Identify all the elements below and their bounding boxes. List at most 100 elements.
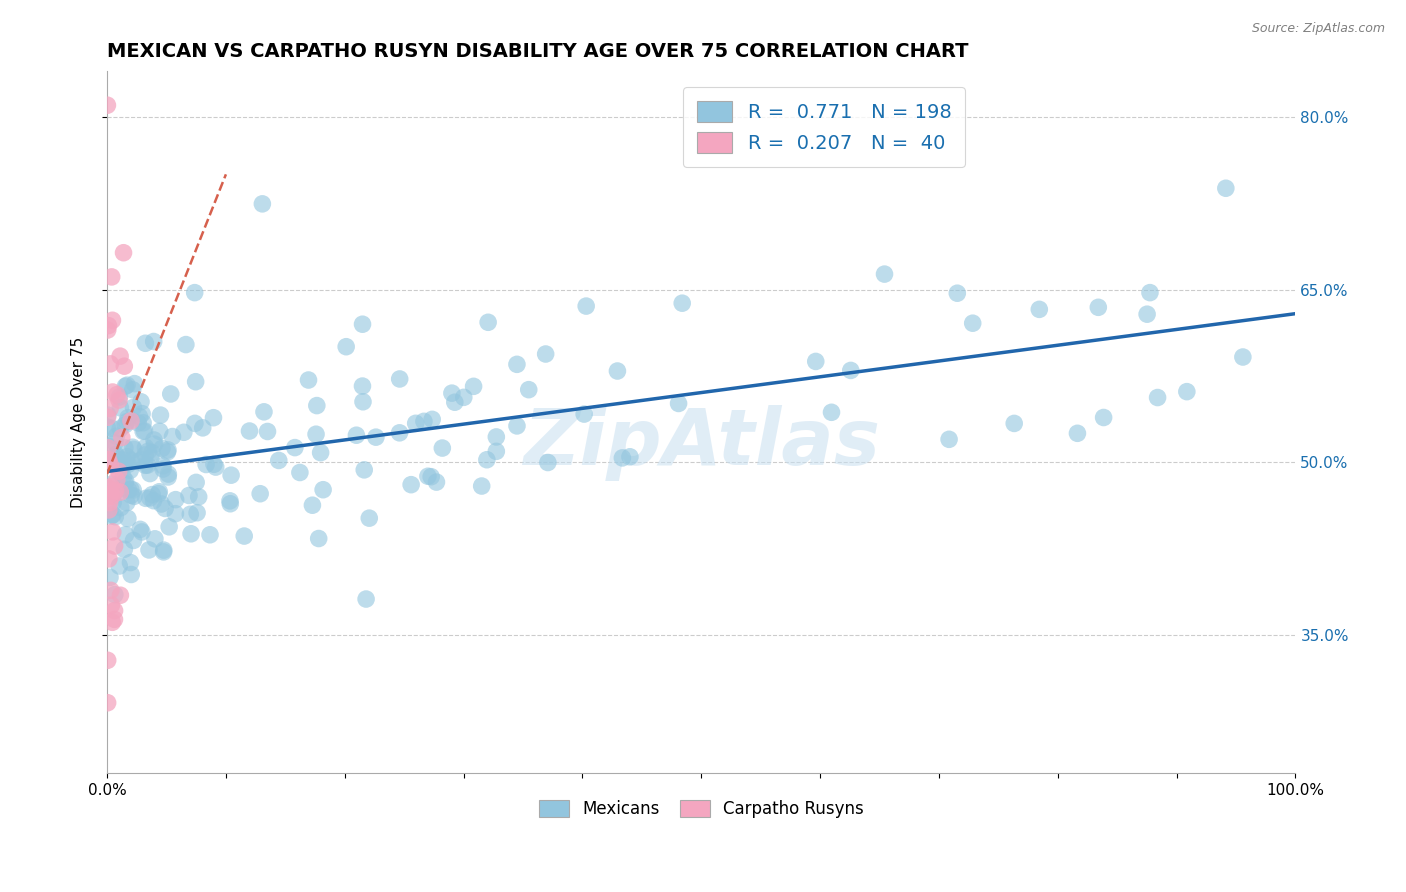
Point (103, 487, 125, 501)
Point (100, 269, 122, 284)
Point (101, 457, 124, 471)
Point (187, 490, 209, 504)
Point (122, 483, 145, 497)
Point (124, 376, 146, 391)
Point (127, 455, 149, 469)
Point (122, 442, 145, 457)
Point (103, 604, 125, 618)
Point (112, 542, 135, 557)
Point (132, 425, 155, 439)
Point (1215, 181, 1237, 195)
Point (619, 450, 641, 464)
Point (202, 457, 225, 471)
Point (129, 394, 152, 409)
Point (309, 445, 332, 459)
Point (152, 543, 174, 558)
Point (134, 424, 156, 438)
Point (575, 299, 598, 313)
Point (267, 453, 290, 467)
Point (184, 375, 207, 389)
Point (101, 489, 124, 503)
Point (110, 588, 132, 602)
Point (101, 421, 124, 435)
Point (463, 379, 485, 393)
Point (136, 458, 159, 472)
Point (238, 424, 260, 438)
Point (114, 379, 136, 393)
Point (115, 415, 138, 429)
Point (420, 412, 443, 426)
Point (120, 483, 142, 497)
Point (534, 347, 557, 361)
Point (122, 489, 145, 503)
Point (120, 463, 142, 477)
Point (305, 427, 328, 442)
Point (938, 433, 960, 447)
Point (432, 441, 454, 455)
Point (219, 468, 242, 483)
Point (100, 487, 122, 501)
Point (97, 452, 120, 467)
Point (143, 433, 166, 447)
Point (353, 463, 375, 477)
Point (1066, 426, 1088, 441)
Point (219, 493, 242, 508)
Point (253, 405, 276, 419)
Point (1146, 391, 1168, 405)
Point (132, 416, 155, 430)
Point (103, 612, 125, 626)
Point (440, 386, 463, 401)
Point (308, 532, 330, 546)
Point (413, 414, 436, 428)
Point (107, 464, 129, 478)
Point (284, 441, 307, 455)
Text: ZipAtlas: ZipAtlas (523, 405, 880, 481)
Point (344, 428, 367, 442)
Point (112, 245, 135, 260)
Point (111, 430, 134, 444)
Point (100, 599, 122, 613)
Point (1175, 384, 1198, 399)
Point (148, 486, 170, 500)
Point (186, 506, 208, 520)
Point (352, 317, 374, 331)
Point (359, 511, 381, 525)
Point (120, 414, 142, 428)
Point (252, 197, 274, 211)
Point (233, 529, 256, 543)
Point (150, 497, 173, 511)
Point (152, 458, 174, 473)
Point (839, 363, 862, 377)
Point (104, 539, 127, 553)
Text: MEXICAN VS CARPATHO RUSYN DISABILITY AGE OVER 75 CORRELATION CHART: MEXICAN VS CARPATHO RUSYN DISABILITY AGE… (107, 42, 969, 61)
Point (177, 488, 200, 502)
Point (134, 336, 156, 351)
Point (134, 448, 156, 462)
Point (96, 410, 118, 425)
Point (96, 420, 118, 434)
Point (159, 387, 181, 401)
Point (671, 296, 693, 310)
Point (141, 487, 163, 501)
Point (256, 425, 278, 439)
Legend: Mexicans, Carpatho Rusyns: Mexicans, Carpatho Rusyns (533, 793, 870, 825)
Point (157, 467, 180, 481)
Point (174, 337, 197, 351)
Point (129, 453, 152, 467)
Point (104, 435, 127, 450)
Point (122, 533, 145, 548)
Point (114, 441, 136, 455)
Point (517, 383, 540, 397)
Point (148, 484, 170, 499)
Point (219, 497, 242, 511)
Point (112, 359, 135, 374)
Point (129, 522, 152, 536)
Point (416, 469, 439, 483)
Point (506, 418, 529, 433)
Point (98, 495, 121, 509)
Point (135, 491, 157, 506)
Point (115, 496, 138, 510)
Point (131, 407, 153, 421)
Point (204, 460, 226, 475)
Point (186, 475, 208, 490)
